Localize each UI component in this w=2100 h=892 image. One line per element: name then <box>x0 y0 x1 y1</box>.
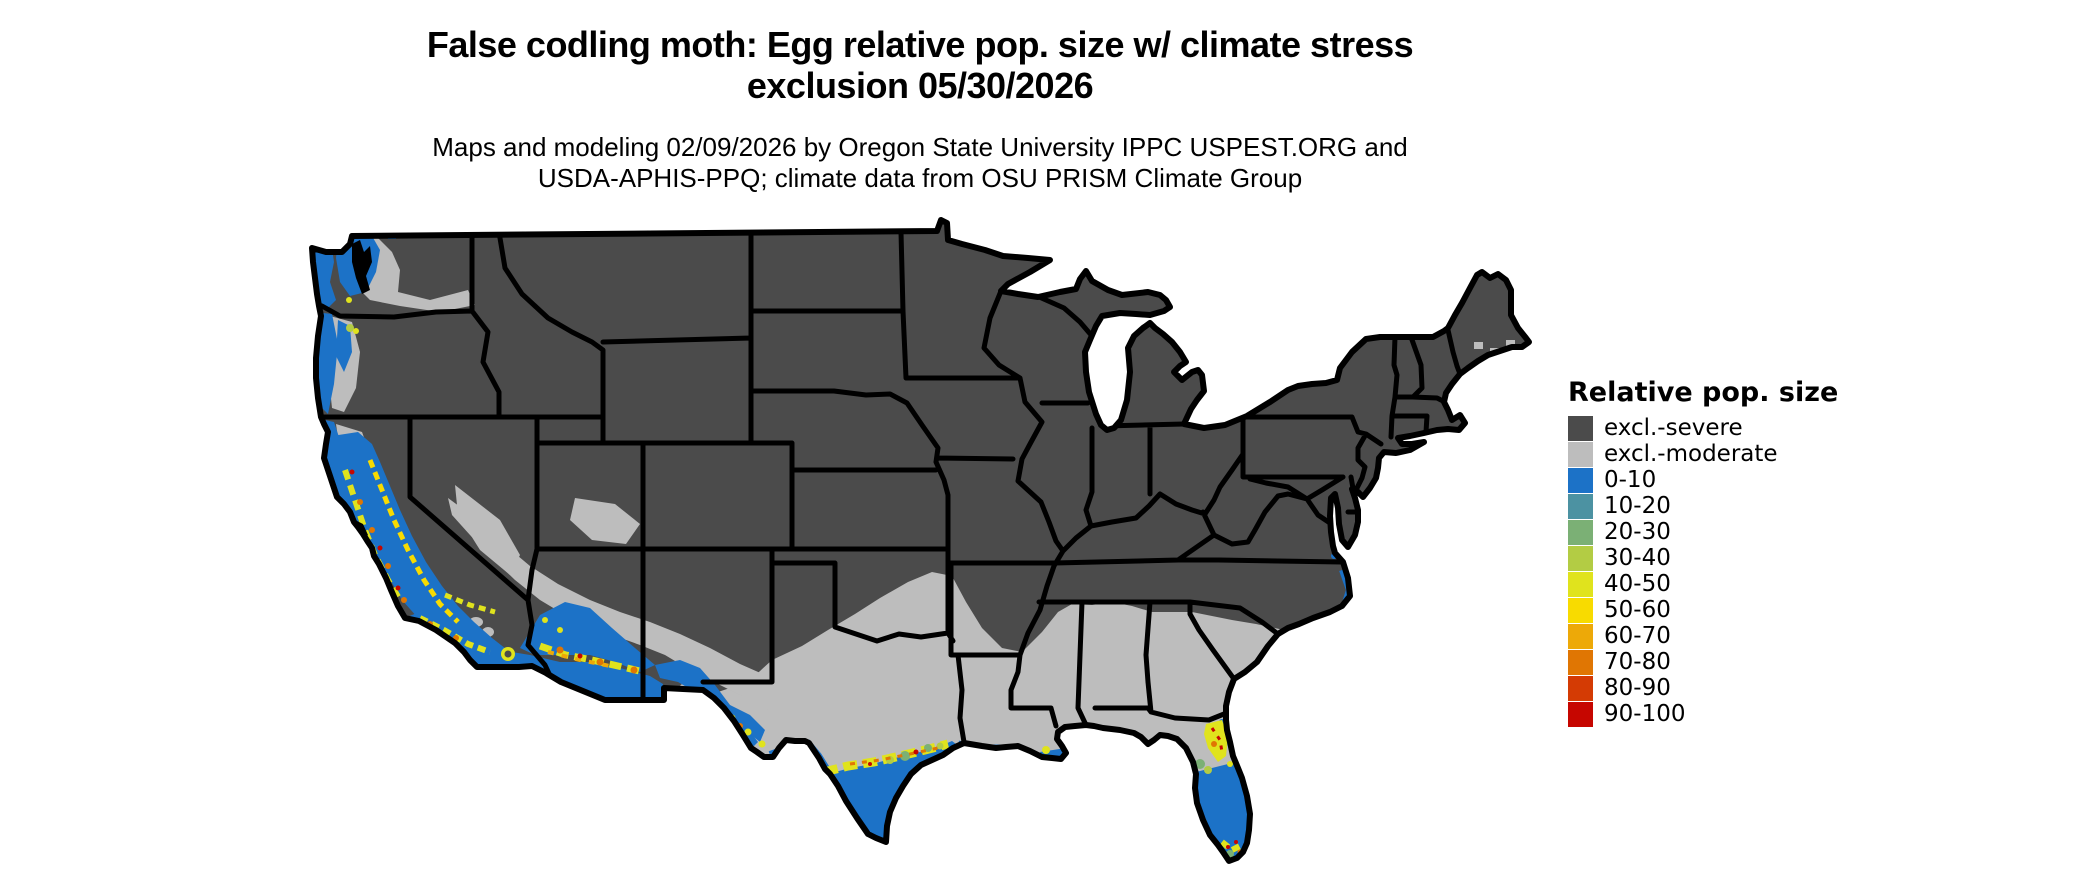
map-subtitle: Maps and modeling 02/09/2026 by Oregon S… <box>0 132 1840 194</box>
legend-item: excl.-severe <box>1568 416 1838 441</box>
legend-swatch <box>1568 442 1593 467</box>
legend-title: Relative pop. size <box>1568 377 1839 408</box>
legend-item: 90-100 <box>1568 702 1838 727</box>
legend-swatch <box>1568 572 1593 597</box>
legend-item: 10-20 <box>1568 494 1838 519</box>
region-pop-speckles <box>342 297 1243 858</box>
legend-item: 60-70 <box>1568 624 1838 649</box>
legend-swatch <box>1568 494 1593 519</box>
legend-items: excl.-severe excl.-moderate 0-10 10-20 20-30… <box>1568 416 1838 727</box>
legend-item-label: 30-40 <box>1604 545 1671 571</box>
legend-swatch <box>1568 702 1593 727</box>
legend-item-label: 60-70 <box>1604 623 1671 649</box>
legend-item-label: 20-30 <box>1604 519 1671 545</box>
legend-item: 0-10 <box>1568 468 1838 493</box>
legend-item: 20-30 <box>1568 520 1838 545</box>
legend-item-label: 70-80 <box>1604 649 1671 675</box>
legend-item-label: excl.-severe <box>1604 415 1743 441</box>
legend-item-label: 40-50 <box>1604 571 1671 597</box>
legend-item-label: 10-20 <box>1604 493 1671 519</box>
legend-item: excl.-moderate <box>1568 442 1838 467</box>
map-legend: Relative pop. size excl.-severe excl.-mod… <box>1568 378 1838 728</box>
legend-item-label: 80-90 <box>1604 675 1671 701</box>
legend-item-label: excl.-moderate <box>1604 441 1778 467</box>
state-borders <box>318 229 1463 745</box>
legend-item: 70-80 <box>1568 650 1838 675</box>
legend-item-label: 90-100 <box>1604 701 1686 727</box>
legend-swatch <box>1568 676 1593 701</box>
legend-swatch <box>1568 520 1593 545</box>
legend-item: 80-90 <box>1568 676 1838 701</box>
map-subtitle-line2: USDA-APHIS-PPQ; climate data from OSU PR… <box>537 163 1303 193</box>
legend-item: 30-40 <box>1568 546 1838 571</box>
map-subtitle-line1: Maps and modeling 02/09/2026 by Oregon S… <box>432 132 1408 162</box>
legend-swatch <box>1568 650 1593 675</box>
legend-item-label: 50-60 <box>1604 597 1671 623</box>
legend-item: 50-60 <box>1568 598 1838 623</box>
legend-swatch <box>1568 468 1593 493</box>
map-title-line1: False codling moth: Egg relative pop. si… <box>426 24 1414 65</box>
legend-swatch <box>1568 546 1593 571</box>
legend-swatch <box>1568 598 1593 623</box>
figure-header: False codling moth: Egg relative pop. si… <box>0 24 1840 194</box>
legend-item: 40-50 <box>1568 572 1838 597</box>
legend-item-label: 0-10 <box>1604 467 1657 493</box>
legend-swatch <box>1568 416 1593 441</box>
map-title-line2: exclusion 05/30/2026 <box>746 65 1094 106</box>
legend-swatch <box>1568 624 1593 649</box>
